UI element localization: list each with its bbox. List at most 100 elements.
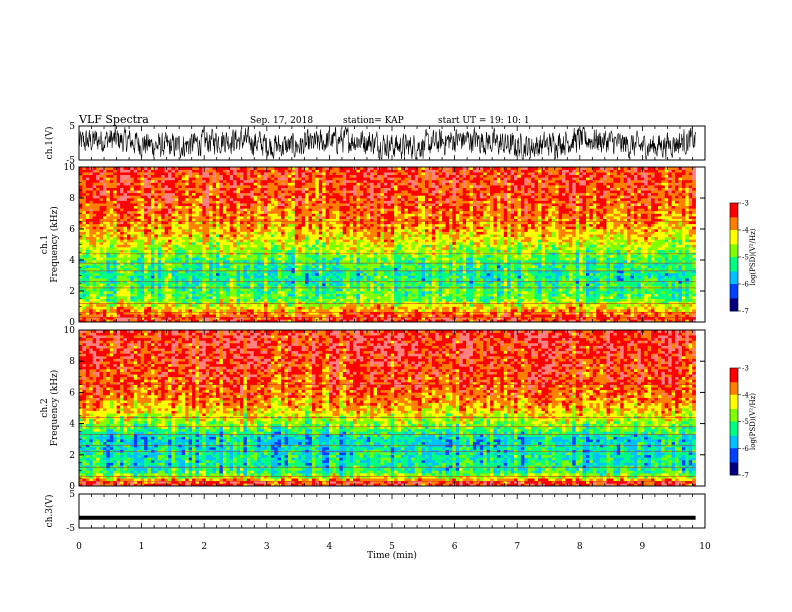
spectrogram-cell — [113, 288, 117, 291]
spectrogram-cell — [89, 250, 93, 253]
spectrogram-cell — [82, 190, 86, 193]
spectrogram-cell — [120, 221, 124, 224]
spectrogram-cell — [89, 229, 93, 232]
spectrogram-cell — [96, 299, 100, 302]
spectrogram-cell — [79, 245, 83, 248]
spectrogram-cell — [120, 232, 124, 235]
spectrogram-cell — [103, 265, 107, 268]
spectrogram-cell — [93, 234, 97, 237]
spectrogram-cell — [96, 185, 100, 188]
spectrogram-cell — [79, 201, 83, 204]
spectrogram-cell — [100, 309, 104, 312]
spectrogram-cell — [127, 247, 131, 250]
spectrogram-cell — [82, 301, 86, 304]
spectrogram-cell — [82, 245, 86, 248]
spectrogram-cell — [103, 250, 107, 253]
spectrogram-cell — [106, 257, 110, 260]
spectrogram-cell — [106, 301, 110, 304]
spectrogram-cell — [89, 283, 93, 286]
spectrogram-cell — [117, 195, 121, 198]
spectrogram-cell — [100, 177, 104, 180]
spectrogram-cell — [127, 206, 131, 209]
spectrogram-cell — [120, 314, 124, 317]
spectrogram-cell — [127, 183, 131, 186]
spectrogram-cell — [100, 195, 104, 198]
spectrogram-cell — [137, 299, 141, 302]
spectrogram-cell — [113, 211, 117, 214]
spectrogram-cell — [103, 245, 107, 248]
spectrogram-cell — [127, 237, 131, 240]
spectrogram-cell — [124, 301, 128, 304]
spectrogram-cell — [137, 273, 141, 276]
spectrogram-cell — [110, 226, 114, 229]
spectrogram-cell — [79, 221, 83, 224]
spectrogram-cell — [127, 185, 131, 188]
spectrogram-cell — [124, 268, 128, 271]
spectrogram-cell — [117, 309, 121, 312]
spectrogram-cell — [93, 250, 97, 253]
spectrogram-cell — [96, 239, 100, 242]
spectrogram-cell — [130, 229, 134, 232]
spectrogram-cell — [134, 250, 138, 253]
spectrogram-cell — [103, 229, 107, 232]
spectrogram-cell — [130, 314, 134, 317]
spectrogram-cell — [96, 237, 100, 240]
spectrogram-cell — [110, 250, 114, 253]
spectrogram-cell — [137, 250, 141, 253]
spectrogram-cell — [106, 314, 110, 317]
spectrogram-cell — [82, 242, 86, 245]
spectrogram-cell — [89, 278, 93, 281]
spectrogram-cell — [106, 291, 110, 294]
spectrogram-cell — [89, 190, 93, 193]
spectrogram-cell — [100, 224, 104, 227]
spectrogram-cell — [110, 273, 114, 276]
spectrogram-cell — [106, 234, 110, 237]
spectrogram-cell — [124, 250, 128, 253]
spectrogram-cell — [124, 190, 128, 193]
spectrogram-cell — [124, 226, 128, 229]
spectrogram-cell — [120, 201, 124, 204]
spectrogram-cell — [89, 177, 93, 180]
spectrogram-cell — [120, 312, 124, 315]
spectrogram-cell — [137, 177, 141, 180]
spectrogram-cell — [89, 193, 93, 196]
spectrogram-cell — [120, 273, 124, 276]
spectrogram-cell — [113, 226, 117, 229]
spectrogram-cell — [79, 193, 83, 196]
spectrogram-cell — [96, 314, 100, 317]
spectrogram-cell — [110, 291, 114, 294]
spectrogram-cell — [82, 221, 86, 224]
spectrogram-cell — [130, 255, 134, 258]
spectrogram-cell — [127, 309, 131, 312]
spectrogram-cell — [86, 283, 90, 286]
spectrogram-cell — [86, 299, 90, 302]
spectrogram-cell — [113, 175, 117, 178]
spectrogram-cell — [89, 203, 93, 206]
spectrogram-cell — [86, 175, 90, 178]
spectrogram-cell — [141, 224, 145, 227]
spectrogram-cell — [89, 175, 93, 178]
spectrogram-cell — [120, 247, 124, 250]
spectrogram-cell — [137, 265, 141, 268]
spectrogram-cell — [110, 180, 114, 183]
spectrogram-cell — [89, 211, 93, 214]
spectrogram-cell — [93, 193, 97, 196]
spectrogram-cell — [137, 221, 141, 224]
spectrogram-cell — [93, 172, 97, 175]
spectrogram-cell — [120, 229, 124, 232]
spectrogram-cell — [127, 242, 131, 245]
spectrogram-cell — [86, 296, 90, 299]
spectrogram-cell — [106, 232, 110, 235]
spectrogram-cell — [103, 201, 107, 204]
spectrogram-cell — [93, 206, 97, 209]
spectrogram-cell — [82, 265, 86, 268]
spectrogram-cell — [96, 177, 100, 180]
spectrogram-cell — [82, 281, 86, 284]
spectrogram-cell — [89, 286, 93, 289]
spectrogram-cell — [79, 175, 83, 178]
spectrogram-cell — [134, 232, 138, 235]
spectrogram-cell — [124, 276, 128, 279]
spectrogram-cell — [89, 307, 93, 310]
spectrogram-cell — [113, 304, 117, 307]
spectrogram-cell — [82, 237, 86, 240]
